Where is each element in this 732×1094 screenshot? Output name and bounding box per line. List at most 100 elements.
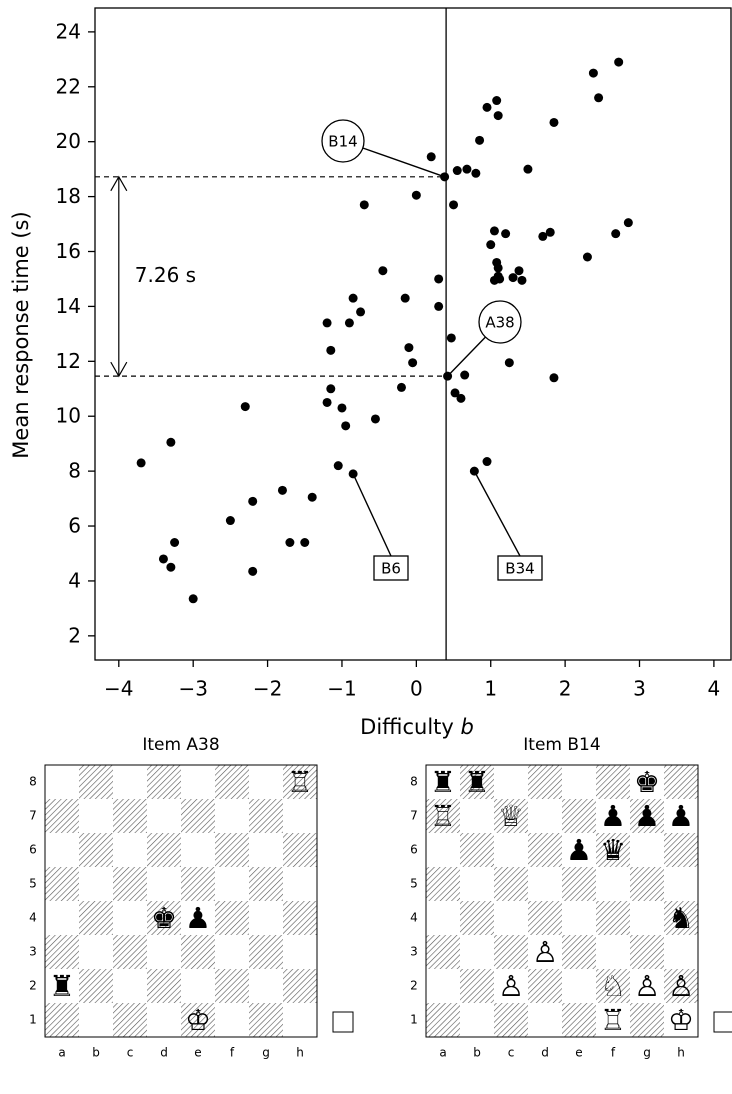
square <box>460 833 494 867</box>
square <box>79 799 113 833</box>
point <box>475 136 484 145</box>
chess-piece: ♟ <box>668 799 694 833</box>
file-label: c <box>127 1046 134 1060</box>
point <box>371 414 380 423</box>
rank-label: 7 <box>410 809 418 823</box>
file-label: e <box>194 1046 201 1060</box>
rank-label: 8 <box>29 775 37 789</box>
point <box>401 294 410 303</box>
point <box>447 333 456 342</box>
rank-label: 5 <box>29 877 37 891</box>
point <box>308 493 317 502</box>
square <box>460 867 494 901</box>
chess-piece: ♙ <box>634 969 660 1003</box>
point <box>356 307 365 316</box>
point <box>137 458 146 467</box>
point <box>408 358 417 367</box>
x-tick-label: 4 <box>708 677 721 701</box>
point <box>517 276 526 285</box>
point <box>189 594 198 603</box>
y-tick-label: 22 <box>56 74 81 98</box>
point <box>614 58 623 67</box>
point <box>501 229 510 238</box>
point <box>337 403 346 412</box>
square <box>215 935 249 969</box>
square <box>147 1003 181 1037</box>
square <box>283 867 317 901</box>
x-tick-label: 3 <box>633 677 646 701</box>
chess-piece: ♕ <box>498 799 524 833</box>
point <box>594 93 603 102</box>
point <box>397 383 406 392</box>
point <box>427 152 436 161</box>
square <box>460 935 494 969</box>
x-tick-label: −2 <box>253 677 282 701</box>
square <box>113 901 147 935</box>
chess-piece: ♟ <box>634 799 660 833</box>
point <box>546 228 555 237</box>
file-label: d <box>541 1046 549 1060</box>
square <box>79 901 113 935</box>
square <box>562 901 596 935</box>
square <box>283 833 317 867</box>
square <box>630 901 664 935</box>
y-tick-label: 20 <box>56 129 81 153</box>
file-label: b <box>92 1046 100 1060</box>
square <box>283 901 317 935</box>
rank-label: 6 <box>29 843 37 857</box>
square <box>460 799 494 833</box>
x-tick-label: −3 <box>178 677 207 701</box>
rank-label: 4 <box>410 911 418 925</box>
point <box>278 486 287 495</box>
point <box>449 200 458 209</box>
square <box>249 867 283 901</box>
square <box>664 765 698 799</box>
figure: 24681012141618202224−4−3−2−101234Mean re… <box>0 0 732 1094</box>
square <box>460 901 494 935</box>
square <box>596 935 630 969</box>
square <box>528 833 562 867</box>
square <box>283 1003 317 1037</box>
file-label: a <box>58 1046 65 1060</box>
square <box>79 833 113 867</box>
point <box>241 402 250 411</box>
x-tick-label: 1 <box>484 677 497 701</box>
board-title: Item A38 <box>142 735 219 755</box>
point <box>300 538 309 547</box>
point <box>486 240 495 249</box>
square <box>113 765 147 799</box>
y-tick-label: 16 <box>56 239 81 263</box>
chess-piece: ♛ <box>600 833 626 867</box>
square <box>181 935 215 969</box>
rank-label: 6 <box>410 843 418 857</box>
square <box>528 799 562 833</box>
square <box>426 969 460 1003</box>
square <box>596 765 630 799</box>
square <box>79 969 113 1003</box>
square <box>181 969 215 1003</box>
square <box>249 901 283 935</box>
square <box>426 1003 460 1037</box>
square <box>630 833 664 867</box>
point <box>460 371 469 380</box>
y-tick-label: 10 <box>56 404 81 428</box>
square <box>45 833 79 867</box>
y-tick-label: 12 <box>56 349 81 373</box>
chess-piece: ♚ <box>634 765 660 799</box>
square <box>147 765 181 799</box>
square <box>249 765 283 799</box>
point <box>434 302 443 311</box>
point <box>323 318 332 327</box>
annotation-leader <box>363 148 445 177</box>
chess-piece: ♔ <box>668 1003 694 1037</box>
annotation-label: B6 <box>381 560 401 578</box>
point <box>248 567 257 576</box>
square <box>630 1003 664 1037</box>
square <box>562 969 596 1003</box>
point <box>341 421 350 430</box>
point <box>471 169 480 178</box>
point <box>494 263 503 272</box>
annotation-label: B34 <box>505 560 534 578</box>
chess-piece: ♖ <box>600 1003 626 1037</box>
y-tick-label: 18 <box>56 184 81 208</box>
